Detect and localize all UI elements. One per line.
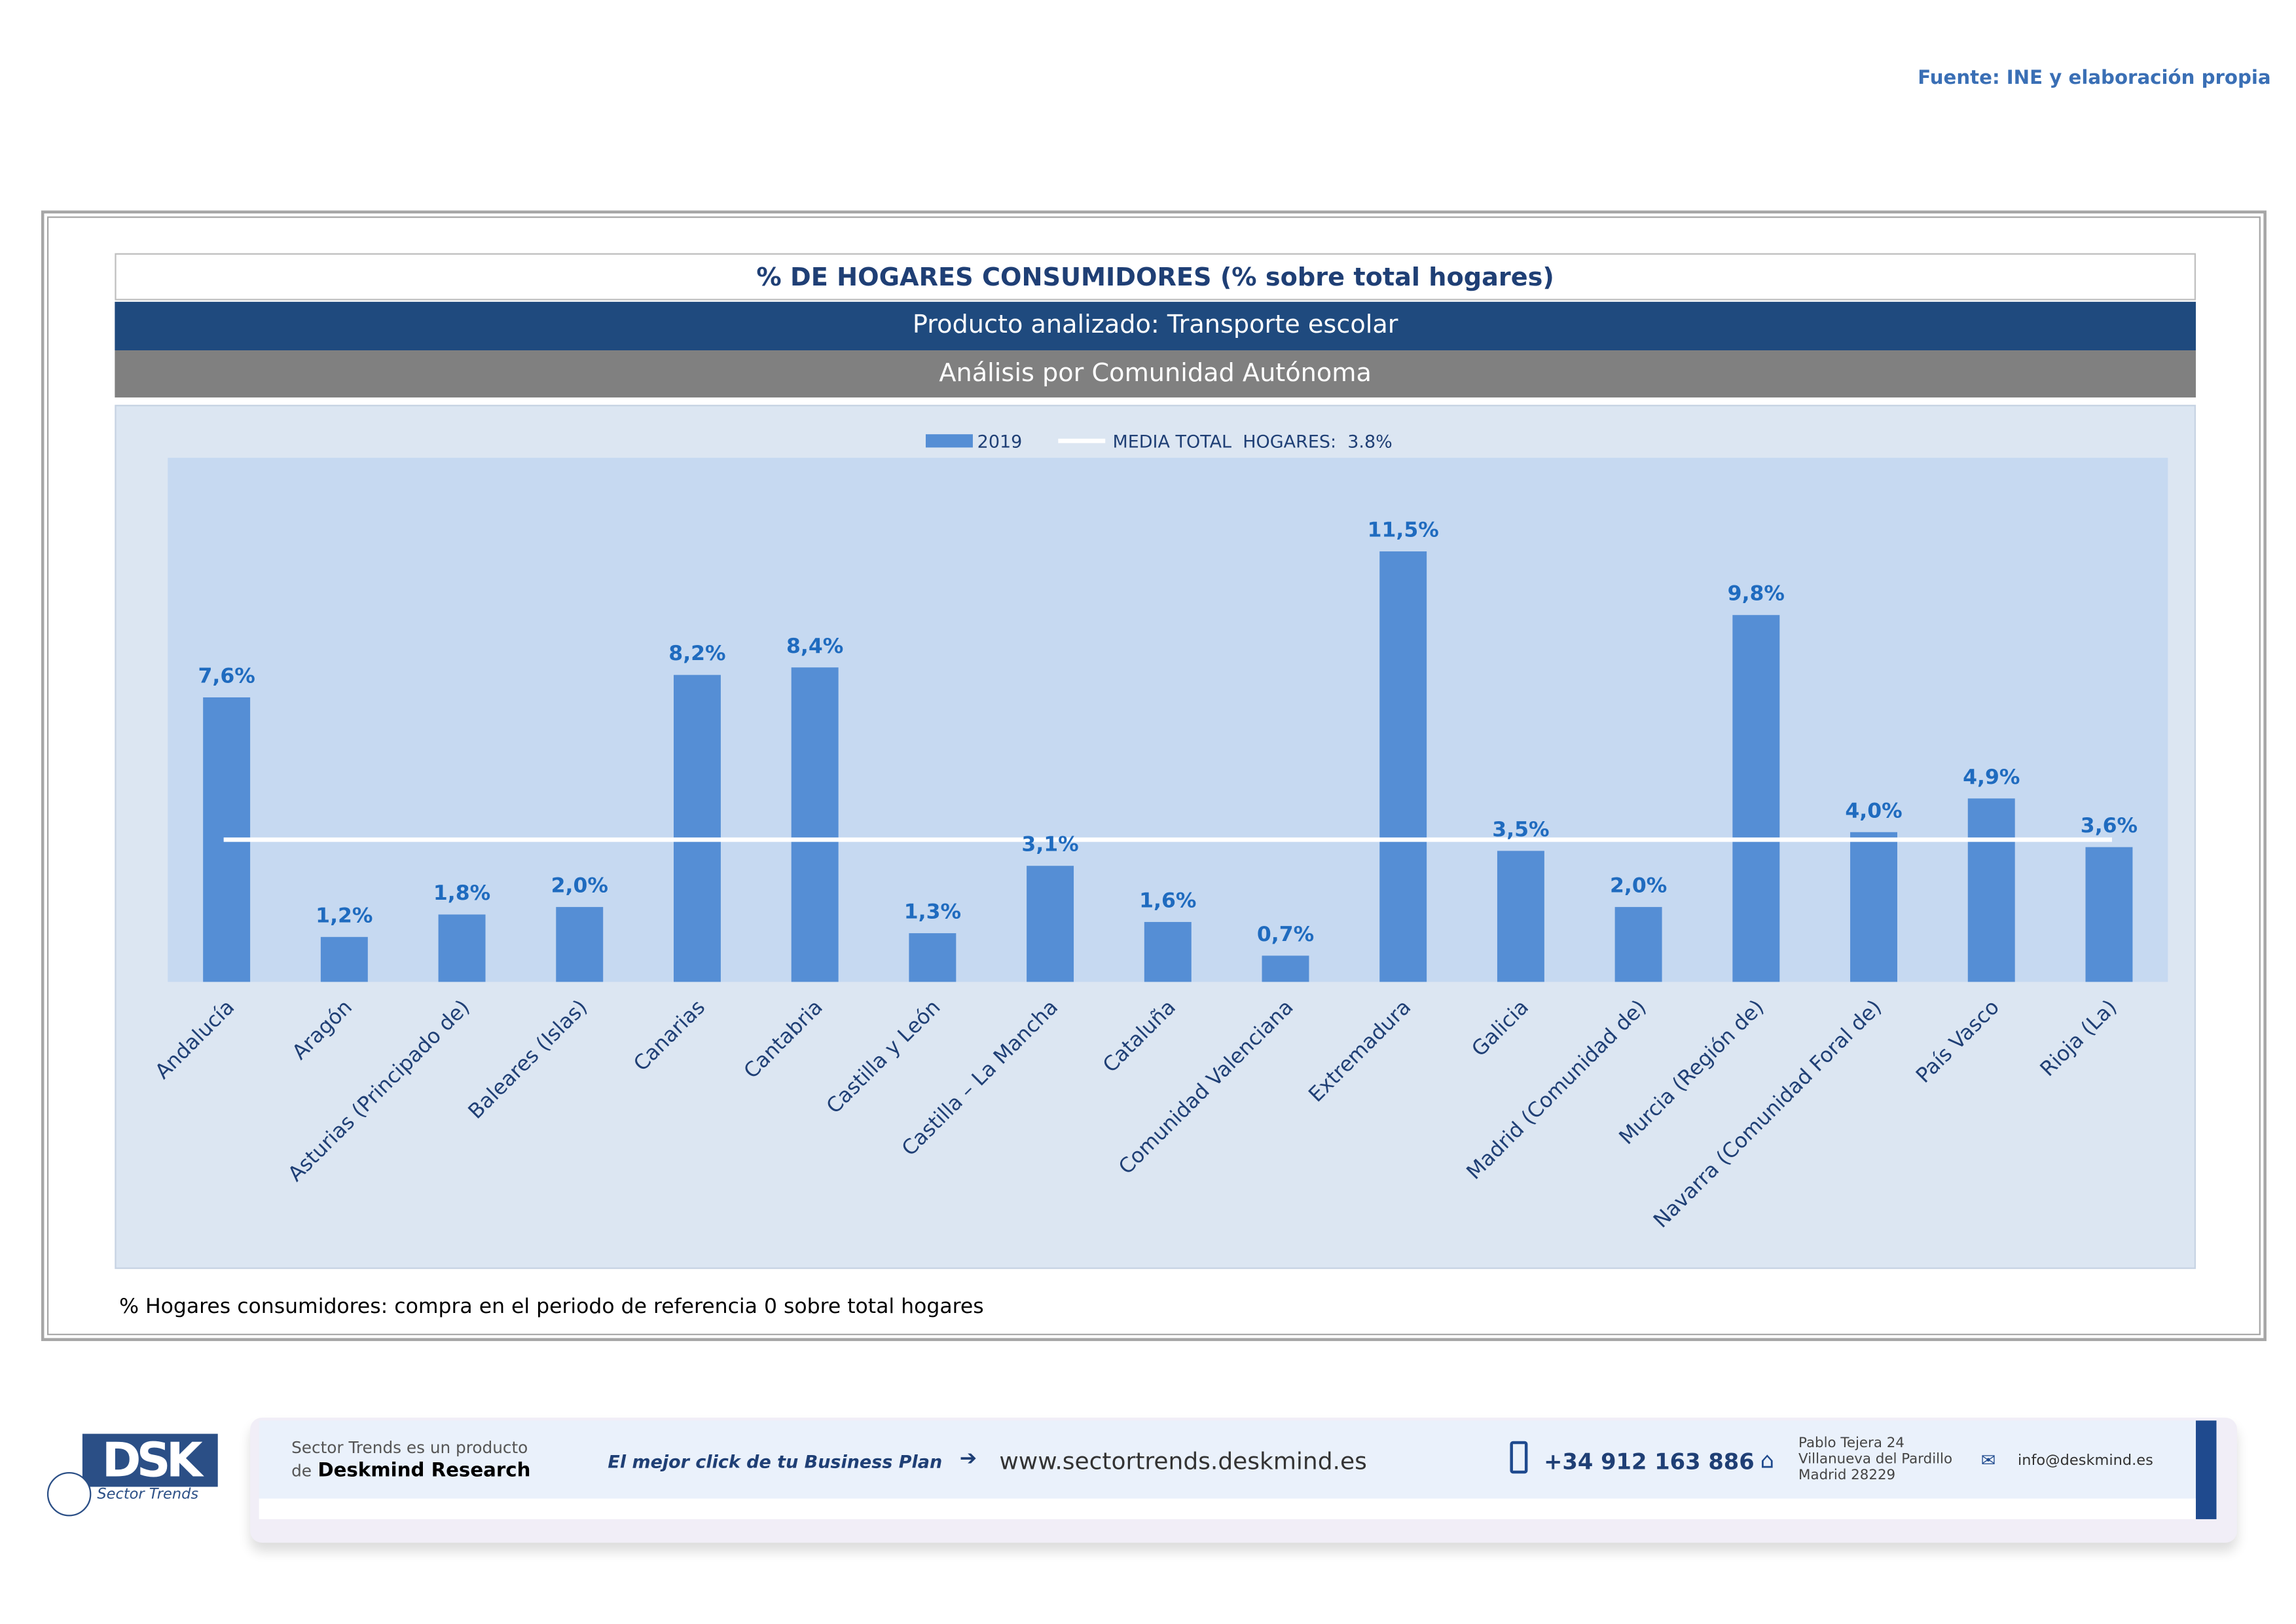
bar (1262, 955, 1309, 982)
data-label: 8,2% (668, 642, 725, 665)
chart-area: 2019 MEDIA TOTAL HOGARES: 3.8% 7,6% 1,2% 1… (115, 405, 2196, 1269)
category-label: País Vasco (1912, 995, 2004, 1088)
source-note: Fuente: INE y elaboración propia (1918, 67, 2271, 90)
data-label: 3,1% (1021, 833, 1078, 857)
report-frame (41, 210, 2267, 1341)
address-line: Villanueva del Pardillo (1798, 1451, 1953, 1468)
legend-label-2019: 2019 (977, 432, 1023, 452)
analysis-banner: Análisis por Comunidad Autónoma (115, 350, 2196, 397)
mail-icon: ✉ (1980, 1450, 1996, 1471)
footnote: % Hogares consumidores: compra en el per… (119, 1295, 984, 1320)
address-line: Madrid 28229 (1798, 1467, 1896, 1484)
footer-brand: Deskmind Research (318, 1460, 531, 1483)
plot-area (168, 458, 2168, 982)
bar (909, 933, 957, 982)
bar (1027, 866, 1074, 982)
bar (2085, 847, 2133, 982)
footer-phone[interactable]: +34 912 163 886 (1544, 1449, 1755, 1475)
logo-mark: DSK (82, 1433, 218, 1487)
data-label: 8,4% (786, 635, 843, 658)
data-label: 1,2% (316, 904, 373, 927)
product-banner: Producto analizado: Transporte escolar (115, 301, 2196, 351)
legend-swatch-mean (1058, 438, 1106, 443)
legend: 2019 MEDIA TOTAL HOGARES: 3.8% (925, 432, 1393, 452)
data-label: 4,9% (1963, 766, 2020, 789)
data-label: 9,8% (1728, 582, 1785, 606)
data-label: 7,6% (198, 664, 255, 688)
data-label: 3,6% (2081, 814, 2138, 838)
data-label: 3,5% (1492, 818, 1549, 841)
bar (438, 914, 486, 982)
footer-banner: Sector Trends es un producto de Deskmind… (250, 1417, 2237, 1543)
category-label: Navarra (Comunidad Foral de) (1649, 995, 1886, 1232)
data-label: 1,3% (904, 900, 961, 924)
legend-swatch-2019 (925, 434, 973, 448)
category-label: Extremadura (1304, 995, 1415, 1107)
footer-prefix: de (291, 1462, 312, 1481)
legend-label-mean: MEDIA TOTAL HOGARES: 3.8% (1112, 432, 1392, 452)
category-label: Rioja (La) (2036, 995, 2122, 1081)
category-label: Castilla y León (822, 995, 945, 1118)
login-icon: ➔ (959, 1447, 977, 1471)
bar (673, 674, 721, 982)
footer-tagline: Sector Trends es un producto (291, 1438, 528, 1458)
footer-email[interactable]: info@deskmind.es (2018, 1452, 2153, 1469)
footer-website[interactable]: www.sectortrends.deskmind.es (999, 1447, 1367, 1475)
bar (1850, 832, 1898, 982)
bar (320, 936, 368, 982)
logo-subtitle: Sector Trends (97, 1486, 199, 1504)
category-label: Cantabria (740, 995, 828, 1083)
category-label: Galicia (1467, 995, 1533, 1061)
category-label: Canarias (629, 995, 710, 1076)
bar (1144, 921, 1192, 982)
home-icon: ⌂ (1760, 1447, 1775, 1474)
bar (791, 667, 839, 982)
phone-icon (1510, 1441, 1528, 1474)
data-label: 0,7% (1257, 923, 1314, 946)
category-label: Aragón (288, 995, 357, 1064)
bar (1967, 798, 2015, 982)
data-label: 1,6% (1139, 889, 1196, 912)
data-label: 11,5% (1368, 519, 1439, 542)
category-label: Baleares (Islas) (464, 995, 592, 1124)
footer-slogan: El mejor click de tu Business Plan (608, 1451, 943, 1472)
bar (556, 907, 604, 982)
bar (1497, 851, 1544, 982)
footer-address: Pablo Tejera 24 Villanueva del Pardillo … (1798, 1435, 1952, 1484)
chart-title: % DE HOGARES CONSUMIDORES (% sobre total… (115, 253, 2196, 301)
category-label: Andalucía (151, 995, 239, 1084)
data-label: 2,0% (551, 874, 608, 898)
address-line: Pablo Tejera 24 (1798, 1435, 1904, 1452)
category-label: Cataluña (1099, 995, 1180, 1077)
data-label: 4,0% (1845, 799, 1902, 822)
dsk-logo: DSK Sector Trends (46, 1431, 218, 1517)
data-label: 2,0% (1610, 874, 1667, 898)
bar (1614, 907, 1662, 982)
bar-chart: 2019 MEDIA TOTAL HOGARES: 3.8% 7,6% 1,2% 1… (151, 432, 2168, 1232)
bar (1379, 551, 1427, 982)
data-label: 1,8% (433, 881, 490, 905)
rocket-icon (46, 1472, 92, 1517)
bar (1732, 615, 1780, 982)
